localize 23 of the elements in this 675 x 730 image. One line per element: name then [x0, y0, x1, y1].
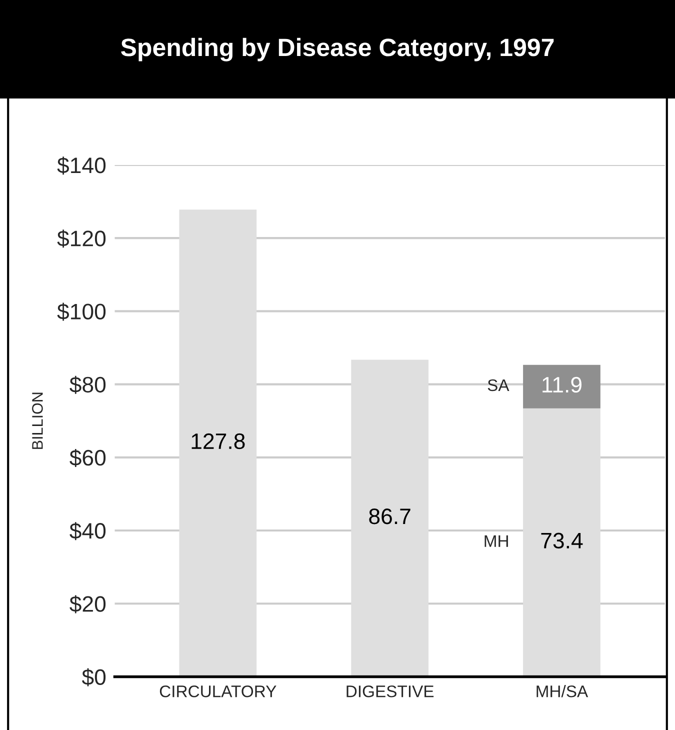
y-tick-label: $60 — [70, 449, 106, 467]
bar — [351, 360, 428, 677]
y-tick-label: $80 — [70, 376, 106, 394]
y-tick-label: $140 — [57, 156, 106, 175]
series-label: MH — [484, 535, 508, 547]
x-tick-label: DIGESTIVE — [346, 685, 434, 698]
data-label: 11.9 — [542, 376, 582, 393]
y-tick-label: $40 — [70, 522, 106, 540]
y-tick-label: $100 — [57, 302, 106, 321]
y-tick-label: $0 — [82, 668, 106, 686]
y-tick-label: $120 — [57, 230, 106, 248]
data-label: 127.8 — [192, 433, 245, 450]
chart-title: Spending by Disease Category, 1997 — [121, 38, 554, 62]
data-label: 73.4 — [541, 532, 583, 549]
y-tick-label: $20 — [70, 595, 106, 614]
bar — [523, 364, 600, 408]
y-axis-title: BILLION — [32, 392, 43, 449]
data-label: 86.7 — [369, 508, 410, 524]
x-tick-label: CIRCULATORY — [160, 685, 276, 698]
bar — [179, 210, 257, 677]
bar — [523, 408, 600, 677]
x-tick-label: MH/SA — [536, 685, 588, 698]
series-label: SA — [488, 379, 510, 392]
